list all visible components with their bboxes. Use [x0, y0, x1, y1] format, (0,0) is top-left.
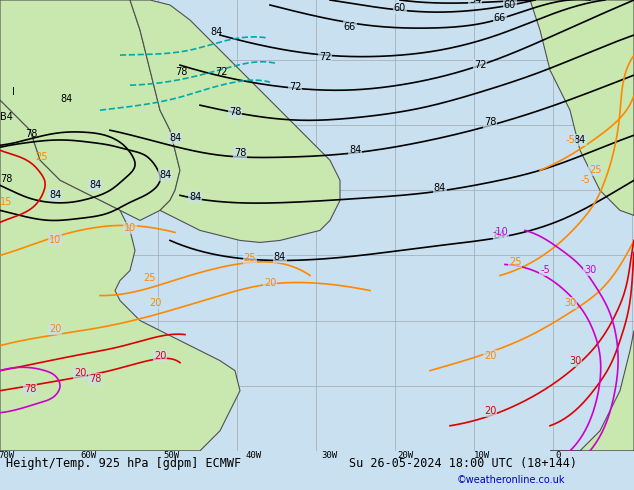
Text: 84: 84 [169, 133, 181, 143]
Text: 20: 20 [49, 323, 61, 334]
Text: I: I [12, 87, 15, 97]
Text: 78: 78 [234, 148, 246, 158]
Text: 84: 84 [60, 94, 72, 104]
Polygon shape [0, 100, 240, 451]
Text: -5: -5 [540, 266, 550, 275]
Text: 25: 25 [35, 152, 48, 162]
Text: 72: 72 [319, 52, 331, 62]
Text: 10: 10 [49, 235, 61, 245]
Text: 84: 84 [494, 230, 506, 241]
Text: 84: 84 [49, 190, 61, 200]
Text: 84: 84 [89, 180, 101, 190]
Text: 84: 84 [274, 252, 286, 263]
Text: 60W: 60W [81, 451, 97, 460]
Text: 70W: 70W [0, 451, 15, 460]
Text: 30: 30 [584, 266, 596, 275]
Text: 20: 20 [154, 351, 166, 361]
Text: 66: 66 [494, 13, 506, 23]
Text: 25: 25 [144, 273, 156, 284]
Text: 66: 66 [235, 0, 247, 2]
Polygon shape [0, 0, 180, 220]
Text: B4: B4 [0, 112, 13, 122]
Text: -5: -5 [580, 175, 590, 185]
Text: 20: 20 [484, 406, 496, 416]
Text: 0: 0 [555, 451, 560, 460]
Text: 78: 78 [229, 107, 241, 117]
Text: 30W: 30W [321, 451, 338, 460]
Text: 78: 78 [89, 374, 101, 384]
Text: 84: 84 [434, 183, 446, 194]
Text: 20: 20 [74, 368, 86, 378]
Text: 60: 60 [394, 3, 406, 13]
Text: 20W: 20W [398, 451, 414, 460]
Text: 78: 78 [0, 174, 13, 184]
Text: 20: 20 [264, 277, 276, 288]
Text: Su 26-05-2024 18:00 UTC (18+144): Su 26-05-2024 18:00 UTC (18+144) [349, 457, 577, 470]
Text: 60: 60 [504, 0, 516, 10]
Text: 20: 20 [149, 297, 161, 308]
Text: 30: 30 [564, 297, 576, 308]
Text: 25: 25 [243, 253, 256, 264]
Text: 10: 10 [124, 223, 136, 233]
Text: -5: -5 [565, 135, 575, 145]
Polygon shape [550, 331, 634, 451]
Text: 78: 78 [25, 129, 37, 139]
Text: 84: 84 [349, 145, 361, 155]
Text: 15: 15 [0, 197, 13, 207]
Text: 30: 30 [569, 356, 581, 366]
Polygon shape [130, 0, 340, 243]
Text: -10: -10 [492, 227, 508, 238]
Text: 50W: 50W [163, 451, 179, 460]
Text: 78: 78 [24, 384, 36, 393]
Text: 20: 20 [484, 351, 496, 361]
Text: 40W: 40W [245, 451, 262, 460]
Text: 25: 25 [589, 165, 601, 175]
Text: 72: 72 [215, 67, 228, 77]
Text: 72: 72 [288, 82, 301, 92]
Text: 54: 54 [469, 0, 481, 5]
Text: ©weatheronline.co.uk: ©weatheronline.co.uk [456, 475, 565, 485]
Text: 78: 78 [484, 117, 496, 127]
Text: 72: 72 [474, 60, 486, 70]
Text: 25: 25 [508, 257, 521, 268]
Text: Height/Temp. 925 hPa [gdpm] ECMWF: Height/Temp. 925 hPa [gdpm] ECMWF [6, 457, 242, 470]
Text: 66: 66 [344, 22, 356, 32]
Text: 10W: 10W [474, 451, 490, 460]
Text: 84: 84 [210, 27, 223, 37]
Text: 84: 84 [574, 135, 586, 145]
Text: 84: 84 [189, 193, 201, 202]
Text: 78: 78 [175, 67, 188, 77]
Text: 84: 84 [159, 171, 171, 180]
Polygon shape [530, 0, 634, 216]
